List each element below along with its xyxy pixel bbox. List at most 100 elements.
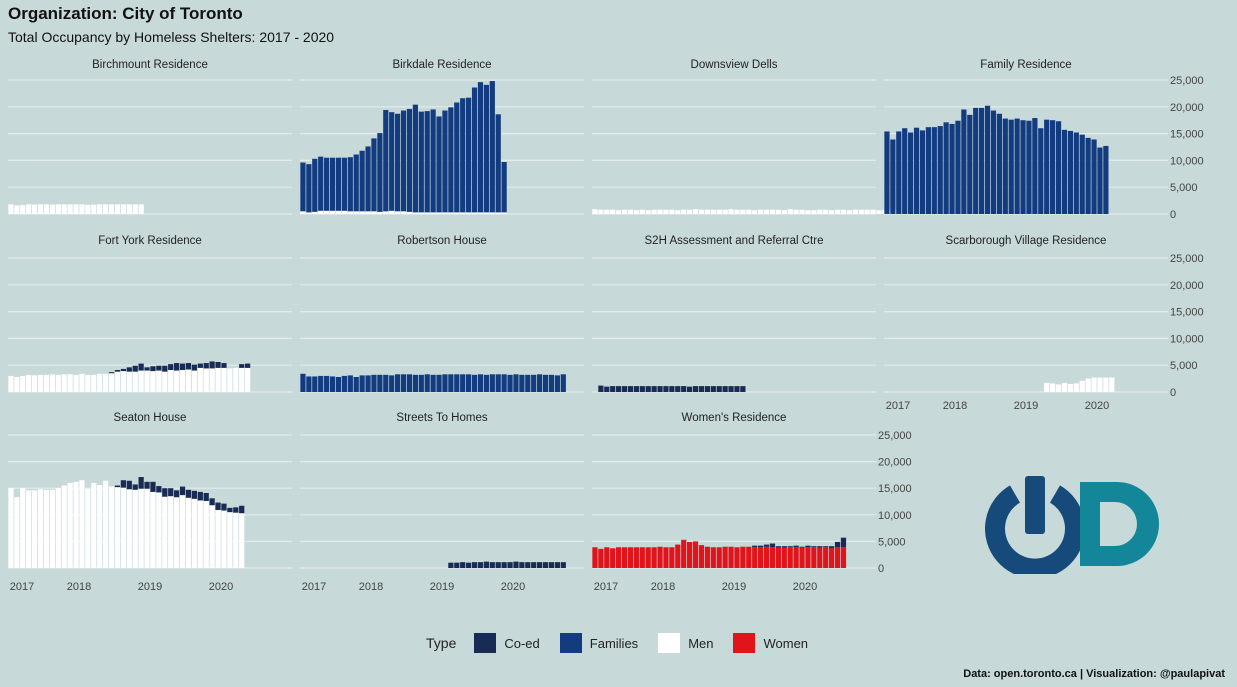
bar-men: [400, 211, 407, 214]
bar-co-ed: [245, 363, 251, 368]
bar-men: [73, 204, 79, 214]
bar-families: [418, 374, 424, 392]
bar-women: [823, 547, 829, 568]
bar-families: [460, 98, 466, 213]
bar-families: [1032, 118, 1038, 214]
bar-co-ed: [144, 367, 150, 371]
bar-co-ed: [120, 480, 126, 488]
bar-families: [365, 375, 371, 392]
y-tick-label: 20,000: [1170, 280, 1204, 292]
legend-item-families: Families: [559, 633, 638, 653]
bar-men: [627, 209, 634, 214]
bar-women: [639, 547, 645, 568]
bar-men: [811, 210, 817, 214]
bar-men: [787, 209, 793, 214]
bar-families: [489, 374, 495, 392]
bar-men: [156, 370, 162, 392]
bar-men: [8, 375, 14, 392]
bar-men: [97, 485, 103, 568]
bar-families: [341, 375, 347, 392]
bar-families: [943, 122, 949, 214]
bar-men: [663, 209, 669, 214]
bar-men: [471, 212, 478, 214]
bar-men: [179, 370, 186, 392]
bar-men: [103, 204, 109, 214]
bar-men: [150, 371, 156, 392]
bar-men: [233, 512, 239, 568]
bar-men: [97, 204, 103, 214]
y-tick-label: 5,000: [1170, 182, 1198, 194]
bar-families: [454, 102, 460, 213]
bar-families: [466, 97, 472, 213]
bar-men: [645, 210, 651, 214]
bar-men: [156, 492, 162, 568]
bar-women: [746, 546, 752, 568]
bar-men: [448, 212, 454, 214]
bar-men: [483, 212, 489, 214]
bar-men: [49, 374, 55, 392]
bar-families: [542, 374, 549, 392]
bar-men: [20, 204, 26, 214]
bar-co-ed: [156, 486, 162, 493]
bar-co-ed: [197, 491, 203, 501]
bar-co-ed: [669, 386, 675, 392]
bar-men: [687, 209, 693, 214]
y-tick-label: 20,000: [878, 457, 912, 469]
bar-co-ed: [805, 545, 811, 548]
bar-families: [418, 111, 424, 213]
bar-men: [97, 373, 103, 392]
bar-co-ed: [537, 562, 543, 568]
bar-men: [114, 204, 121, 214]
bar-co-ed: [168, 364, 174, 371]
bar-men: [858, 209, 864, 214]
bar-men: [300, 211, 306, 214]
bar-co-ed: [185, 363, 192, 370]
legend-title: Type: [426, 635, 457, 651]
bar-men: [49, 204, 55, 214]
bar-women: [840, 547, 847, 568]
bar-co-ed: [793, 545, 799, 548]
bar-men: [1085, 378, 1091, 392]
power-d-logo: [985, 476, 1159, 574]
bar-men: [67, 482, 73, 568]
bar-families: [990, 110, 997, 214]
bar-co-ed: [645, 386, 651, 392]
bar-co-ed: [513, 561, 519, 568]
bar-women: [817, 547, 823, 568]
bar-co-ed: [560, 562, 566, 568]
bar-co-ed: [675, 386, 681, 392]
bar-families: [483, 84, 489, 213]
bar-families: [1061, 129, 1068, 214]
bar-men: [1079, 380, 1085, 392]
bar-men: [79, 373, 85, 392]
bar-women: [681, 539, 687, 568]
bar-families: [318, 375, 324, 392]
bar-families: [1103, 145, 1109, 214]
bar-men: [876, 210, 882, 214]
bar-co-ed: [554, 562, 560, 568]
bar-families: [377, 133, 383, 212]
bar-men: [353, 211, 359, 214]
bar-men: [365, 211, 371, 214]
y-tick-label: 10,000: [878, 510, 912, 522]
bar-co-ed: [126, 367, 132, 372]
bar-men: [37, 374, 44, 392]
bar-men: [174, 370, 180, 392]
bar-men: [26, 490, 32, 568]
bar-men: [14, 497, 20, 568]
bar-families: [329, 157, 336, 211]
bar-men: [209, 368, 215, 392]
bar-families: [1038, 128, 1044, 214]
bar-men: [67, 204, 73, 214]
bar-women: [627, 547, 634, 568]
facet-title-birchmount-residence: Birchmount Residence: [92, 59, 208, 71]
bar-men: [442, 212, 448, 214]
bar-families: [335, 157, 342, 211]
bar-men: [639, 209, 645, 214]
bar-men: [1109, 377, 1115, 392]
bar-co-ed: [185, 489, 192, 498]
bar-women: [734, 547, 740, 568]
bar-men: [32, 204, 38, 214]
bar-men: [32, 490, 38, 568]
bar-men: [8, 204, 14, 214]
